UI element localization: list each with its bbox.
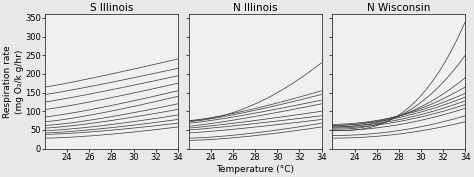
Title: S Illinois: S Illinois bbox=[90, 4, 133, 13]
Title: N Illinois: N Illinois bbox=[233, 4, 277, 13]
Title: N Wisconsin: N Wisconsin bbox=[367, 4, 430, 13]
Y-axis label: Respiration rate
(mg O₂/k g/hr): Respiration rate (mg O₂/k g/hr) bbox=[3, 45, 24, 118]
X-axis label: Temperature (°C): Temperature (°C) bbox=[216, 165, 294, 173]
